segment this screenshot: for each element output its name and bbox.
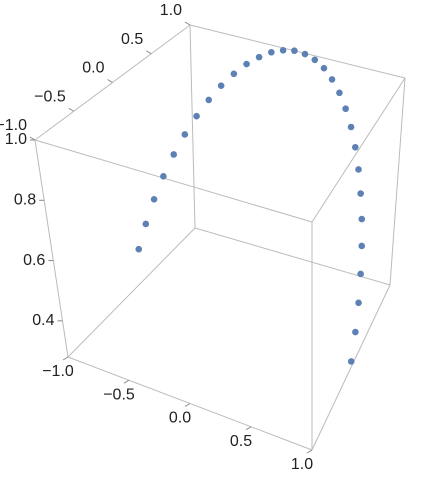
y-tick: [145, 50, 152, 55]
y-tick-label: 1.0: [160, 2, 182, 19]
x-tick: [123, 379, 130, 384]
x-tick-label: 0.0: [169, 410, 191, 427]
point: [328, 76, 336, 83]
point: [352, 143, 359, 151]
box-edge: [311, 284, 391, 451]
box-edge: [189, 24, 196, 229]
box-edge: [67, 227, 196, 358]
point: [217, 82, 225, 90]
point: [336, 89, 343, 97]
point: [268, 48, 275, 56]
point: [142, 220, 150, 228]
point: [193, 112, 200, 120]
point: [150, 195, 158, 203]
box-edge: [194, 227, 391, 286]
x-tick-label: 0.5: [230, 433, 252, 450]
point: [135, 245, 143, 253]
point: [230, 70, 238, 78]
y-tick: [68, 107, 75, 112]
point: [352, 328, 359, 336]
x-tick-label: −0.5: [103, 386, 135, 403]
y-tick-label: −1.0: [0, 117, 27, 134]
box-edge: [34, 139, 313, 223]
point: [357, 270, 364, 278]
y-tick: [184, 21, 191, 26]
z-tick-label: 0.6: [23, 252, 45, 269]
y-tick: [107, 79, 113, 83]
point: [170, 151, 178, 158]
point: [347, 123, 355, 131]
point: [311, 56, 319, 64]
x-tick: [245, 426, 252, 431]
point: [347, 358, 355, 365]
z-tick-label: 1.0: [5, 131, 27, 148]
y-tick-label: 0.0: [82, 60, 104, 77]
point: [160, 173, 167, 180]
box-edge: [311, 77, 406, 223]
box-edge: [389, 77, 406, 286]
point: [358, 242, 366, 250]
z-tick-label: 0.8: [14, 191, 36, 208]
z-tick-label: 0.4: [32, 312, 54, 329]
x-tick-label: 1.0: [291, 456, 313, 473]
point: [355, 299, 362, 307]
point: [358, 215, 366, 223]
point: [291, 47, 298, 55]
x-tick: [62, 356, 69, 361]
y-tick-label: −0.5: [34, 88, 66, 105]
point: [279, 46, 287, 54]
point: [357, 190, 364, 197]
x-tick: [184, 403, 191, 407]
point: [255, 53, 263, 61]
point: [205, 96, 213, 104]
point: [320, 64, 328, 72]
point: [355, 166, 362, 173]
point: [301, 50, 309, 58]
point: [181, 131, 189, 138]
point: [342, 105, 349, 113]
point: [243, 60, 250, 68]
x-tick-label: −1.0: [42, 363, 74, 380]
y-tick-label: 0.5: [121, 31, 143, 48]
x-tick: [306, 449, 313, 454]
